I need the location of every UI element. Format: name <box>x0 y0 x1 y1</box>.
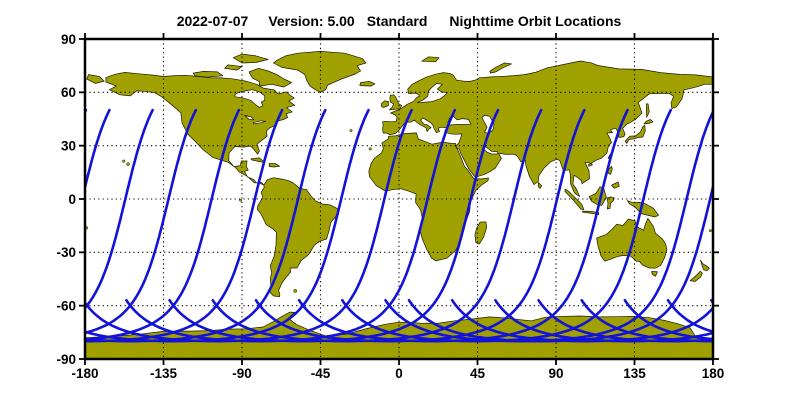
y-tick-label: -60 <box>56 298 76 313</box>
x-tick-label: 0 <box>395 366 403 381</box>
new-zealand-north-landmass <box>700 259 710 271</box>
x-tick-label: 90 <box>548 366 563 381</box>
sakhalin-landmass <box>646 103 650 118</box>
orbit-track <box>85 108 241 341</box>
orbit-track <box>85 108 370 343</box>
ellesmere-island-landmass <box>232 53 269 64</box>
x-tick-label: 135 <box>623 366 646 381</box>
orbit-track <box>85 108 198 335</box>
hawaii-big-island-island <box>126 162 130 166</box>
x-tick-label: 180 <box>702 366 725 381</box>
x-tick-label: -90 <box>232 366 252 381</box>
baltic-sea <box>416 83 448 103</box>
x-tick-label: -180 <box>71 366 98 381</box>
black-sea <box>447 116 472 126</box>
orbit-tracks-layer <box>0 108 800 343</box>
chart-title: 2022-07-07 Version: 5.00 Standard Nightt… <box>85 13 713 29</box>
canary-islands-island <box>368 147 372 151</box>
y-tick-label: -30 <box>56 245 76 260</box>
greenland-landmass <box>273 51 367 93</box>
orbit-track <box>168 108 500 343</box>
madagascar-landmass <box>474 221 488 245</box>
south-america-landmass <box>257 177 339 298</box>
new-guinea-landmass <box>626 200 659 218</box>
azores-island <box>349 129 353 133</box>
sulawesi-landmass <box>606 196 615 210</box>
orbit-track <box>125 108 457 343</box>
orbit-track <box>211 108 543 343</box>
title-version: Version: 5.00 <box>268 13 355 29</box>
ireland-landmass <box>380 100 389 108</box>
orbit-track <box>341 108 672 343</box>
x-tick-label: 45 <box>470 366 486 381</box>
graticule <box>85 39 713 359</box>
baffin-island-landmass <box>248 67 293 88</box>
orbit-track <box>297 108 629 343</box>
iceland-landmass <box>359 80 376 87</box>
java-landmass <box>582 210 600 215</box>
title-name: Nighttime Orbit Locations <box>449 13 622 29</box>
mindanao-landmass <box>611 181 620 189</box>
tasmania-landmass <box>651 271 658 277</box>
orbit-track <box>384 109 713 343</box>
galapagos-island <box>239 198 243 202</box>
title-date: 2022-07-07 <box>176 13 249 29</box>
orbit-track <box>0 110 43 341</box>
novaya-zemlya-landmass <box>489 62 512 74</box>
new-zealand-south-landmass <box>689 270 703 282</box>
orbit-track <box>580 299 713 343</box>
orbit-track <box>494 299 713 343</box>
orbit-track <box>754 110 800 341</box>
svalbard-landmass <box>421 56 440 63</box>
great-lakes-west <box>244 115 255 121</box>
sri-lanka-landmass <box>537 182 543 189</box>
hokkaido-landmass <box>643 119 654 125</box>
y-tick-label: 30 <box>61 138 76 153</box>
island-speck-island <box>708 229 712 233</box>
chukotka-wrap-landmass <box>86 74 105 84</box>
hawaii-island <box>122 159 126 163</box>
y-tick-label: 0 <box>68 192 76 207</box>
victoria-island-landmass <box>192 71 224 78</box>
orbit-track <box>85 108 154 310</box>
orbit-track <box>537 299 713 343</box>
title-mode: Standard <box>366 13 428 29</box>
eurasia-landmass <box>382 60 713 197</box>
plot-frame <box>83 37 715 361</box>
orbit-track <box>85 108 284 343</box>
great-lakes-east <box>252 120 267 125</box>
x-tick-label: -45 <box>311 366 331 381</box>
hispaniola-landmass <box>268 163 281 168</box>
y-tick-label: -90 <box>56 352 76 367</box>
y-tick-label: 90 <box>61 32 76 47</box>
x-tick-label: -135 <box>150 366 178 381</box>
falkland-islands-island <box>293 289 298 293</box>
orbit-track <box>85 108 413 343</box>
axis-labels: -180 -135 -90 -45 0 45 90 135 180 90 60 30 0 -30 -60 -9… <box>56 32 724 381</box>
y-tick-label: 60 <box>61 85 76 100</box>
hudson-bay <box>234 89 266 108</box>
orbit-track <box>710 299 713 305</box>
hainan-landmass <box>588 162 593 167</box>
orbit-track <box>85 108 327 343</box>
luzon-landmass <box>607 165 613 175</box>
axis-ticks <box>79 33 719 365</box>
orbit-track <box>254 108 586 343</box>
japan-landmass <box>624 125 646 144</box>
orbit-track <box>85 108 111 193</box>
